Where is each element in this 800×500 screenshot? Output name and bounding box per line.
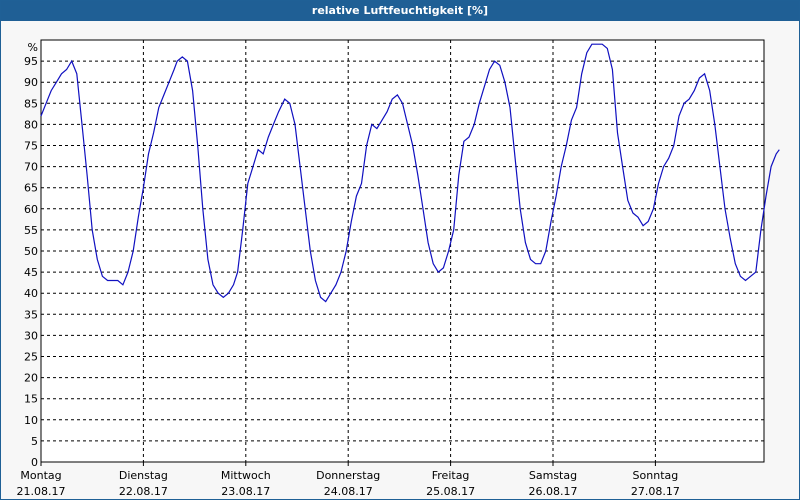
- y-tick-label: 35: [24, 308, 38, 321]
- y-tick-label: 30: [24, 329, 38, 342]
- y-tick-label: 10: [24, 414, 38, 427]
- y-tick-label: 70: [24, 161, 38, 174]
- series-line-humidity: [40, 43, 780, 303]
- y-tick-label: 15: [24, 393, 38, 406]
- x-tick-label-day: Dienstag: [119, 469, 168, 482]
- y-tick-label: 65: [24, 182, 38, 195]
- y-tick-label: 25: [24, 351, 38, 364]
- y-axis-label: %: [28, 41, 38, 54]
- y-tick-label: 40: [24, 287, 38, 300]
- x-tick-label-date: 26.08.17: [529, 485, 578, 498]
- y-tick-label: 50: [24, 245, 38, 258]
- chart-title: relative Luftfeuchtigkeit [%]: [1, 1, 799, 21]
- y-tick-label: 60: [24, 203, 38, 216]
- x-tick-label-day: Montag: [20, 469, 61, 482]
- y-tick-label: 0: [31, 456, 38, 469]
- plot-border: [40, 39, 765, 463]
- y-tick-label: 90: [24, 76, 38, 89]
- x-tick-label-day: Freitag: [432, 469, 470, 482]
- x-tick-label-date: 24.08.17: [324, 485, 373, 498]
- y-tick-label: 45: [24, 266, 38, 279]
- x-tick-label-day: Mittwoch: [221, 469, 271, 482]
- x-tick-label-day: Samstag: [529, 469, 577, 482]
- y-tick-label: 55: [24, 224, 38, 237]
- x-tick-label-day: Sonntag: [633, 469, 679, 482]
- y-tick-label: 85: [24, 97, 38, 110]
- x-tick-label-date: 21.08.17: [17, 485, 66, 498]
- x-tick-label-day: Donnerstag: [316, 469, 380, 482]
- x-tick-label-date: 22.08.17: [119, 485, 168, 498]
- y-tick-label: 75: [24, 140, 38, 153]
- y-tick-label: 5: [31, 435, 38, 448]
- x-tick-label-date: 27.08.17: [631, 485, 680, 498]
- y-tick-label: 20: [24, 372, 38, 385]
- y-tick-label: 80: [24, 118, 38, 131]
- x-tick-label-date: 25.08.17: [426, 485, 475, 498]
- chart-plot: 0 5 10 15 20 25 30 35 40 45 50 55 60 65 70 75 80 85 90 95% M…: [17, 39, 780, 498]
- y-tick-label: 95: [24, 55, 38, 68]
- x-tick-label-date: 23.08.17: [221, 485, 270, 498]
